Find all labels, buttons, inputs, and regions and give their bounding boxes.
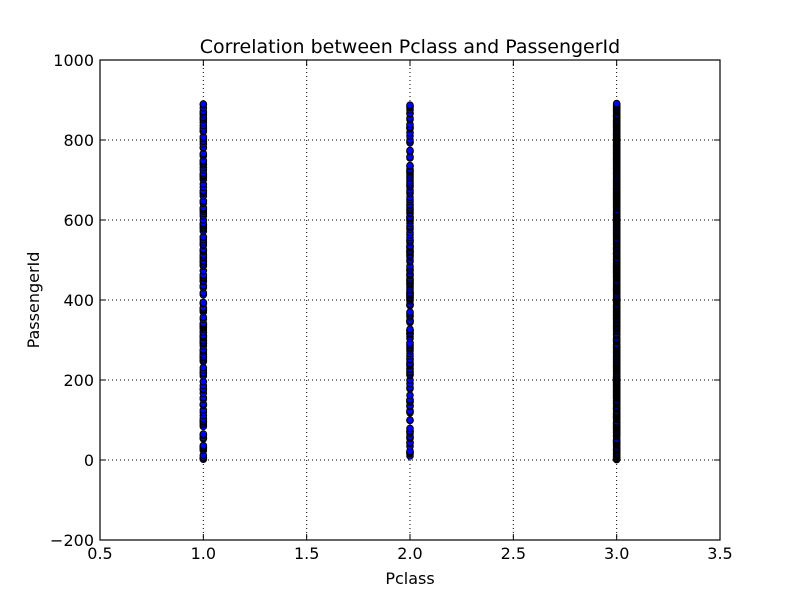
x-axis-label: Pclass — [385, 569, 434, 588]
x-tick-label: 0.5 — [87, 544, 112, 563]
x-tick-label: 3.0 — [604, 544, 629, 563]
y-tick-label: 200 — [63, 371, 94, 390]
y-tick-label: 600 — [63, 211, 94, 230]
y-tick-label: −200 — [50, 531, 94, 550]
chart-title: Correlation between Pclass and Passenger… — [200, 36, 620, 58]
scatter-points — [199, 99, 621, 464]
x-tick-label: 1.5 — [294, 544, 319, 563]
data-point — [406, 424, 414, 433]
data-point — [406, 161, 414, 170]
x-tick-label: 2.0 — [397, 544, 422, 563]
data-point — [406, 146, 414, 155]
y-tick-labels: −200 0 200 400 600 800 1000 — [50, 51, 94, 550]
series-pclass-1 — [199, 100, 208, 464]
data-point — [199, 441, 208, 450]
x-tick-label: 1.0 — [191, 544, 216, 563]
y-axis-label: PassengerId — [24, 252, 43, 349]
series-pclass-2 — [406, 101, 414, 460]
y-tick-label: 400 — [63, 291, 94, 310]
data-point — [406, 391, 414, 400]
axis-ticks — [99, 59, 721, 541]
data-point — [406, 308, 414, 316]
data-point — [406, 101, 414, 109]
data-point — [199, 430, 208, 438]
x-tick-label: 3.5 — [707, 544, 732, 563]
data-point — [612, 99, 621, 108]
data-point — [406, 416, 414, 424]
y-tick-label: 1000 — [53, 51, 94, 70]
x-tick-labels: 0.5 1.0 1.5 2.0 2.5 3.0 3.5 — [87, 544, 732, 563]
y-tick-label: 0 — [84, 451, 94, 470]
data-point — [199, 298, 208, 307]
series-pclass-3 — [612, 99, 621, 464]
data-point — [406, 325, 414, 334]
y-tick-label: 800 — [63, 131, 94, 150]
data-point — [199, 100, 208, 108]
x-tick-label: 2.5 — [501, 544, 526, 563]
